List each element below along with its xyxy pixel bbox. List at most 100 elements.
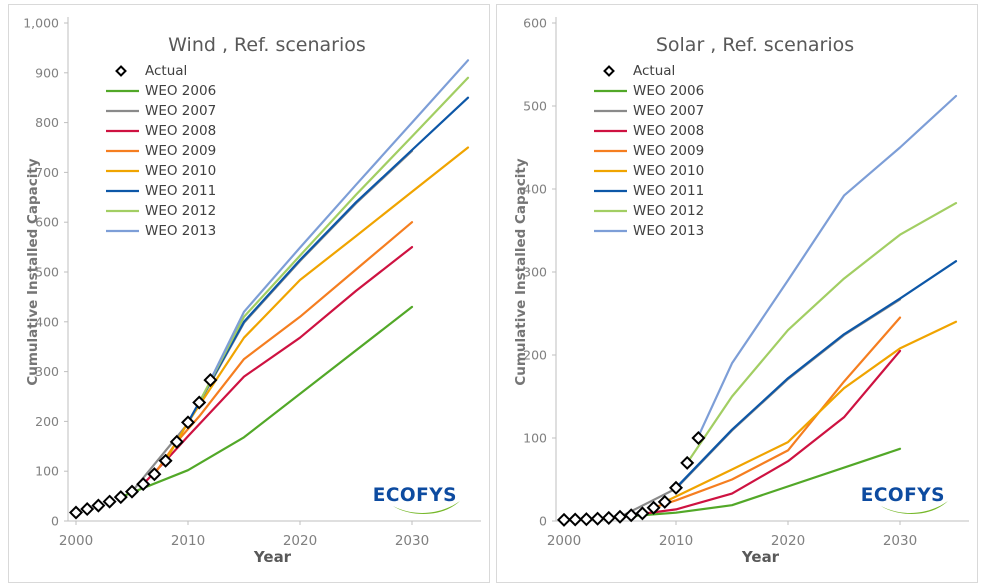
actual-point	[601, 510, 616, 525]
actual-point	[180, 415, 196, 430]
wind-chart-panel: 0 100 200 300 400 500 600 700 800 900 1,000 2000 201…	[8, 4, 490, 583]
legend-label-weo-2010: WEO 2010	[145, 163, 216, 179]
y-tick-label: 500	[523, 99, 547, 114]
legend-label-weo-2012: WEO 2012	[145, 203, 216, 219]
x-tick-label: 2030	[883, 533, 917, 549]
solar-chart-title: Solar , Ref. scenarios	[656, 34, 854, 56]
y-tick-label: 500	[35, 265, 59, 280]
actual-point	[657, 494, 672, 509]
actual-point	[568, 512, 583, 527]
legend-label-weo-2007: WEO 2007	[633, 103, 704, 119]
x-tick-label: 2010	[659, 533, 693, 549]
y-tick-label: 600	[35, 215, 59, 230]
legend-label-weo-2011: WEO 2011	[633, 183, 704, 199]
actual-point	[635, 506, 650, 521]
ecofys-logo-swoosh	[393, 501, 460, 515]
y-tick-label: 100	[35, 464, 59, 479]
legend-marker-actual	[603, 65, 615, 77]
actual-point	[556, 512, 572, 527]
y-tick-label: 700	[35, 165, 59, 180]
ecofys-logo: ECOFYS	[373, 485, 460, 515]
solar-legend: Actual WEO 2006 WEO 2007 WEO 2008 WEO 2009 WE…	[594, 63, 704, 239]
x-tick-label: 2020	[771, 533, 805, 549]
solar-y-axis-title: Cumulative Installed Capacity	[513, 158, 529, 386]
wind-y-axis-title: Cumulative Installed Capacity	[25, 158, 41, 386]
wind-chart: 0 100 200 300 400 500 600 700 800 900 1,000 2000 201…	[23, 16, 481, 566]
actual-point	[80, 502, 95, 517]
series-line-weo-2012	[686, 202, 958, 464]
actual-point	[590, 511, 605, 526]
x-tick-label: 2030	[395, 533, 429, 549]
series-line-weo-2008	[142, 246, 414, 486]
legend-label-weo-2011: WEO 2011	[145, 183, 216, 199]
legend-label-weo-2006: WEO 2006	[633, 83, 704, 99]
legend-label-weo-2013: WEO 2013	[145, 223, 216, 239]
ecofys-logo: ECOFYS	[861, 485, 948, 515]
y-tick-label: 0	[51, 514, 59, 529]
y-tick-label: 800	[35, 115, 59, 130]
legend-label-weo-2006: WEO 2006	[145, 83, 216, 99]
actual-point	[646, 500, 661, 515]
actual-point	[136, 477, 151, 492]
series-line-weo-2013	[209, 59, 470, 382]
legend-marker-actual	[115, 65, 127, 77]
legend-label-weo-2009: WEO 2009	[145, 143, 216, 159]
series-line-weo-2010	[663, 320, 958, 503]
legend-label-actual: Actual	[145, 63, 187, 79]
y-tick-label: 900	[35, 65, 59, 80]
actual-points	[556, 430, 706, 527]
actual-point	[68, 505, 84, 520]
y-tick-label: 1,000	[23, 16, 59, 31]
series-line-weo-2012	[198, 76, 470, 404]
actual-point	[203, 373, 218, 388]
series-line-weo-2008	[630, 349, 902, 517]
actual-point	[192, 395, 207, 410]
actual-point	[124, 484, 140, 499]
series-line-weo-2011	[674, 260, 958, 489]
solar-chart: 0 100 200 300 400 500 600 2000 2010 2020 2030 Solar…	[513, 16, 969, 566]
ecofys-logo-text: ECOFYS	[373, 485, 457, 506]
legend-label-weo-2010: WEO 2010	[633, 163, 704, 179]
actual-point	[147, 467, 162, 482]
wind-x-axis-title: Year	[253, 548, 292, 566]
legend-label-weo-2008: WEO 2008	[633, 123, 704, 139]
y-tick-label: 300	[35, 364, 59, 379]
legend-label-weo-2007: WEO 2007	[145, 103, 216, 119]
x-tick-label: 2010	[171, 533, 205, 549]
actual-point	[624, 508, 639, 523]
y-tick-label: 300	[523, 265, 547, 280]
actual-point	[668, 480, 684, 495]
wind-legend: Actual WEO 2006 WEO 2007 WEO 2008 WEO 2009 WE…	[106, 63, 216, 239]
actual-point	[579, 512, 594, 527]
series-line-weo-2006	[119, 305, 414, 499]
y-tick-label: 400	[35, 314, 59, 329]
actual-points	[68, 373, 218, 520]
legend-label-weo-2013: WEO 2013	[633, 223, 704, 239]
legend-label-weo-2012: WEO 2012	[633, 203, 704, 219]
wind-chart-title: Wind , Ref. scenarios	[168, 34, 366, 56]
actual-point	[102, 494, 117, 509]
series-line-weo-2007	[618, 298, 902, 518]
x-tick-label: 2020	[283, 533, 317, 549]
actual-point	[169, 434, 184, 449]
actual-point	[113, 490, 128, 505]
y-tick-label: 400	[523, 182, 547, 197]
ecofys-logo-swoosh	[881, 501, 948, 515]
legend-label-weo-2009: WEO 2009	[633, 143, 704, 159]
actual-point	[680, 455, 695, 470]
solar-chart-panel: 0 100 200 300 400 500 600 2000 2010 2020 2030 Solar…	[496, 4, 978, 583]
series-line-weo-2011	[186, 96, 470, 424]
y-tick-label: 200	[523, 348, 547, 363]
y-tick-label: 100	[523, 431, 547, 446]
legend-label-actual: Actual	[633, 63, 675, 79]
series-line-weo-2013	[697, 94, 958, 438]
series-line-weo-2009	[652, 316, 902, 509]
ecofys-logo-text: ECOFYS	[861, 485, 945, 506]
y-tick-label: 0	[539, 514, 547, 529]
x-tick-label: 2000	[59, 533, 93, 549]
y-tick-label: 600	[523, 16, 547, 31]
actual-point	[612, 509, 628, 524]
x-tick-label: 2000	[547, 533, 581, 549]
y-tick-label: 200	[35, 414, 59, 429]
actual-point	[691, 430, 706, 446]
